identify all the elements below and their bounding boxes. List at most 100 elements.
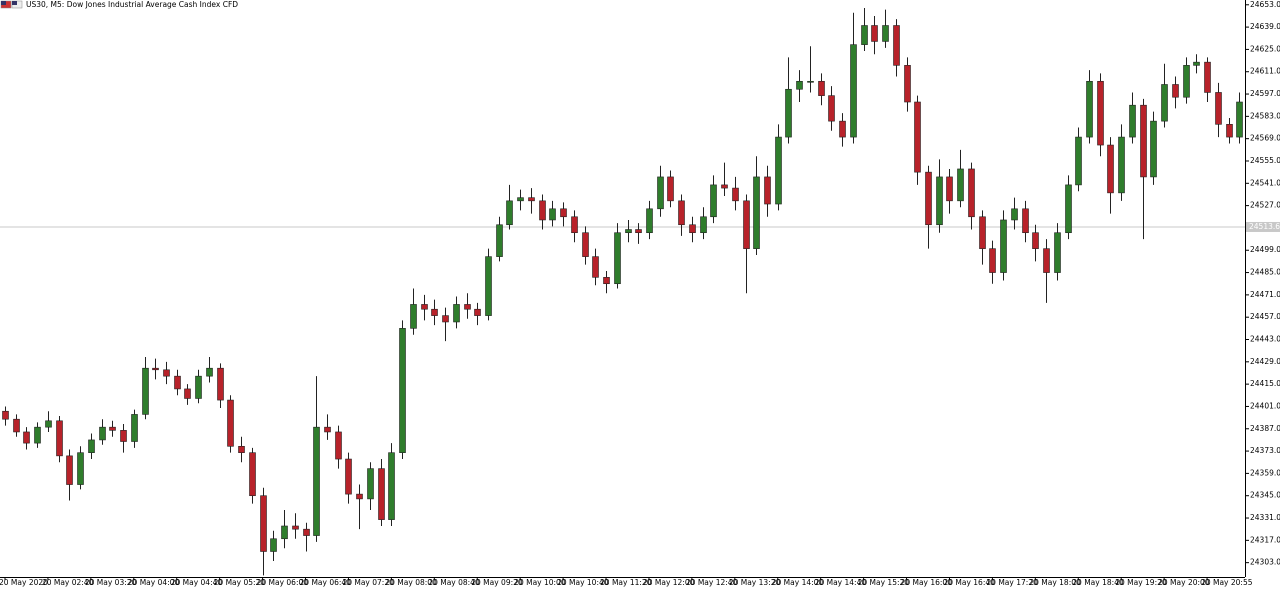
y-tick-label: 24331.0 bbox=[1250, 513, 1280, 522]
candle-body bbox=[303, 528, 310, 536]
candle-body bbox=[88, 439, 95, 453]
candle-body bbox=[1011, 208, 1018, 221]
candle-body bbox=[657, 176, 664, 210]
x-tick-label: 20 May 19:20 bbox=[1115, 578, 1167, 587]
x-tick-label: 20 May 20:00 bbox=[1158, 578, 1210, 587]
y-tick-label: 24625.0 bbox=[1250, 44, 1280, 53]
candle-body bbox=[839, 120, 846, 138]
candle-body bbox=[496, 224, 503, 257]
candle-body bbox=[152, 367, 159, 371]
y-tick-label: 24471.0 bbox=[1250, 290, 1280, 299]
x-tick-label: 20 May 11:20 bbox=[600, 578, 652, 587]
candle-body bbox=[120, 430, 127, 442]
x-tick-label: 20 May 15:20 bbox=[858, 578, 910, 587]
candle-body bbox=[356, 493, 363, 500]
candle-body bbox=[2, 410, 9, 420]
y-tick-label: 24303.0 bbox=[1250, 558, 1280, 567]
candle-body bbox=[1183, 65, 1190, 98]
candle-body bbox=[174, 375, 181, 390]
candle-body bbox=[56, 420, 63, 457]
candle-body bbox=[689, 224, 696, 234]
candle-body bbox=[785, 88, 792, 138]
candle-body bbox=[453, 304, 460, 323]
y-tick-label: 24485.0 bbox=[1250, 268, 1280, 277]
candle-body bbox=[1086, 80, 1093, 138]
candle-body bbox=[410, 304, 417, 329]
candle-body bbox=[571, 216, 578, 234]
x-tick-label: 20 May 06:00 bbox=[257, 578, 309, 587]
candle-body bbox=[732, 187, 739, 202]
candle-body bbox=[34, 426, 41, 444]
candle-body bbox=[582, 232, 589, 257]
candle-body bbox=[946, 176, 953, 202]
y-tick-label: 24345.0 bbox=[1250, 491, 1280, 500]
candle-body bbox=[1022, 208, 1029, 234]
candle-body bbox=[23, 431, 30, 444]
candle-body bbox=[442, 315, 449, 323]
candle-body bbox=[184, 388, 191, 399]
candle-body bbox=[367, 468, 374, 500]
candle-body bbox=[1032, 232, 1039, 249]
candle-body bbox=[506, 200, 513, 226]
candle-body bbox=[13, 418, 20, 433]
candle-body bbox=[667, 176, 674, 202]
candle-body bbox=[625, 229, 632, 234]
candle-body bbox=[1215, 92, 1222, 125]
candle-body bbox=[313, 426, 320, 536]
candle-body bbox=[238, 445, 245, 453]
candle-body bbox=[260, 495, 267, 552]
x-tick-label: 20 May 07:20 bbox=[342, 578, 394, 587]
candle-body bbox=[764, 176, 771, 205]
candle-body bbox=[1054, 232, 1061, 273]
y-tick-label: 24443.0 bbox=[1250, 335, 1280, 344]
candle-body bbox=[968, 168, 975, 218]
candle-body bbox=[614, 232, 621, 285]
candle-body bbox=[1193, 61, 1200, 66]
candle-body bbox=[560, 208, 567, 218]
price-label-box bbox=[1246, 221, 1280, 232]
price-label: 24513.6 bbox=[1249, 222, 1280, 231]
x-tick-label: 20 May 04:40 bbox=[171, 578, 223, 587]
candle-body bbox=[421, 304, 428, 310]
candle-body bbox=[989, 248, 996, 273]
candle-body bbox=[517, 197, 524, 202]
candle-body bbox=[249, 452, 256, 497]
x-tick-label: 20 May 16:00 bbox=[901, 578, 953, 587]
candle-body bbox=[324, 426, 331, 433]
x-tick-label: 20 May 18:00 bbox=[1029, 578, 1081, 587]
x-tick-label: 20 May 16:40 bbox=[943, 578, 995, 587]
x-tick-label: 20 May 14:40 bbox=[815, 578, 867, 587]
candle-body bbox=[1118, 136, 1125, 194]
candle-body bbox=[635, 229, 642, 234]
candle-body bbox=[217, 367, 224, 401]
candle-body bbox=[1065, 184, 1072, 234]
x-tick-label: 20 May 04:00 bbox=[128, 578, 180, 587]
candle-body bbox=[77, 452, 84, 485]
candle-body bbox=[882, 25, 889, 42]
candle-body bbox=[871, 25, 878, 42]
candle-body bbox=[861, 25, 868, 45]
y-tick-label: 24611.0 bbox=[1250, 67, 1280, 76]
candle-body bbox=[206, 367, 213, 377]
candle-body bbox=[775, 136, 782, 205]
candle-body bbox=[142, 367, 149, 415]
flag-icon bbox=[0, 0, 23, 9]
candle-body bbox=[378, 468, 385, 520]
x-tick-label: 20 May 17:20 bbox=[986, 578, 1038, 587]
candle-body bbox=[592, 256, 599, 278]
y-tick-label: 24541.0 bbox=[1250, 178, 1280, 187]
candle-body bbox=[431, 308, 438, 316]
y-tick-label: 24499.0 bbox=[1250, 245, 1280, 254]
x-tick-label: 20 May 03:20 bbox=[85, 578, 137, 587]
candle-body bbox=[1161, 84, 1168, 122]
chart-title: US30, M5: Dow Jones Industrial Average C… bbox=[26, 0, 238, 9]
candle-body bbox=[818, 80, 825, 96]
candle-body bbox=[99, 426, 106, 441]
candle-body bbox=[1000, 219, 1007, 273]
candle-body bbox=[474, 308, 481, 316]
y-tick-label: 24583.0 bbox=[1250, 111, 1280, 120]
y-tick-label: 24387.0 bbox=[1250, 424, 1280, 433]
x-tick-label: 20 May 08:40 bbox=[428, 578, 480, 587]
candle-body bbox=[1075, 136, 1082, 186]
